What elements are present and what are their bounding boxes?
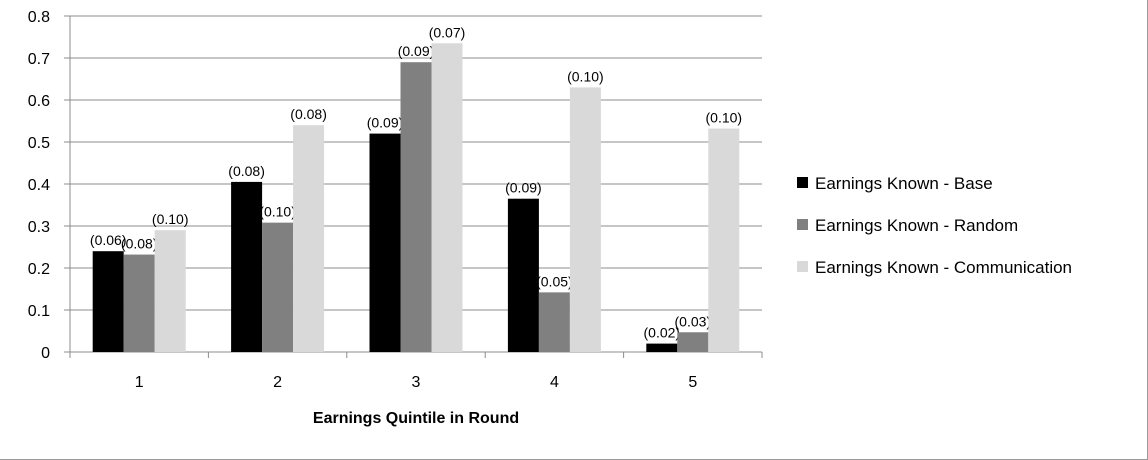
bar <box>231 181 263 352</box>
bar <box>293 125 325 352</box>
data-label: (0.07) <box>429 24 466 40</box>
x-tick-label: 1 <box>135 374 144 391</box>
y-tick-label: 0.5 <box>28 135 50 152</box>
y-tick-label: 0.7 <box>28 51 50 68</box>
legend-swatch <box>797 177 808 188</box>
bar <box>431 43 463 353</box>
bar <box>569 87 601 353</box>
data-label: (0.08) <box>290 106 327 122</box>
legend-label: Earnings Known - Random <box>815 216 1018 235</box>
x-tick-label: 2 <box>273 374 282 391</box>
data-label: (0.03) <box>675 313 712 329</box>
bar <box>507 198 539 352</box>
bar <box>92 251 124 352</box>
data-label: (0.10) <box>567 68 604 84</box>
x-tick-label: 5 <box>688 374 697 391</box>
data-label: (0.09) <box>505 180 542 196</box>
y-tick-label: 0.4 <box>28 177 50 194</box>
data-label: (0.09) <box>367 115 404 131</box>
legend-label: Earnings Known - Base <box>815 174 993 193</box>
bar <box>677 332 709 352</box>
bar <box>400 62 432 352</box>
data-label: (0.08) <box>121 236 158 252</box>
data-label: (0.10) <box>259 204 296 220</box>
legend-swatch <box>797 261 808 272</box>
bar <box>123 254 155 352</box>
data-label: (0.10) <box>706 110 743 126</box>
bar <box>708 128 740 352</box>
legend-label: Earnings Known - Communication <box>815 258 1072 277</box>
data-label: (0.02) <box>644 325 681 341</box>
data-label: (0.09) <box>398 43 435 59</box>
legend-swatch <box>797 219 808 230</box>
bar <box>262 222 294 352</box>
y-tick-label: 0.3 <box>28 219 50 236</box>
bar <box>154 230 186 352</box>
y-tick-label: 0.1 <box>28 303 50 320</box>
data-label: (0.06) <box>90 232 127 248</box>
data-label: (0.05) <box>536 273 573 289</box>
x-tick-label: 3 <box>412 374 421 391</box>
bar <box>538 292 570 352</box>
y-tick-label: 0.6 <box>28 93 50 110</box>
x-tick-label: 4 <box>550 374 559 391</box>
y-tick-label: 0 <box>41 345 50 362</box>
y-tick-label: 0.2 <box>28 261 50 278</box>
bar <box>369 133 401 352</box>
data-label: (0.10) <box>152 211 189 227</box>
bar <box>646 343 678 352</box>
y-tick-label: 0.8 <box>28 9 50 26</box>
data-label: (0.08) <box>228 163 265 179</box>
x-axis-title: Earnings Quintile in Round <box>313 410 519 427</box>
